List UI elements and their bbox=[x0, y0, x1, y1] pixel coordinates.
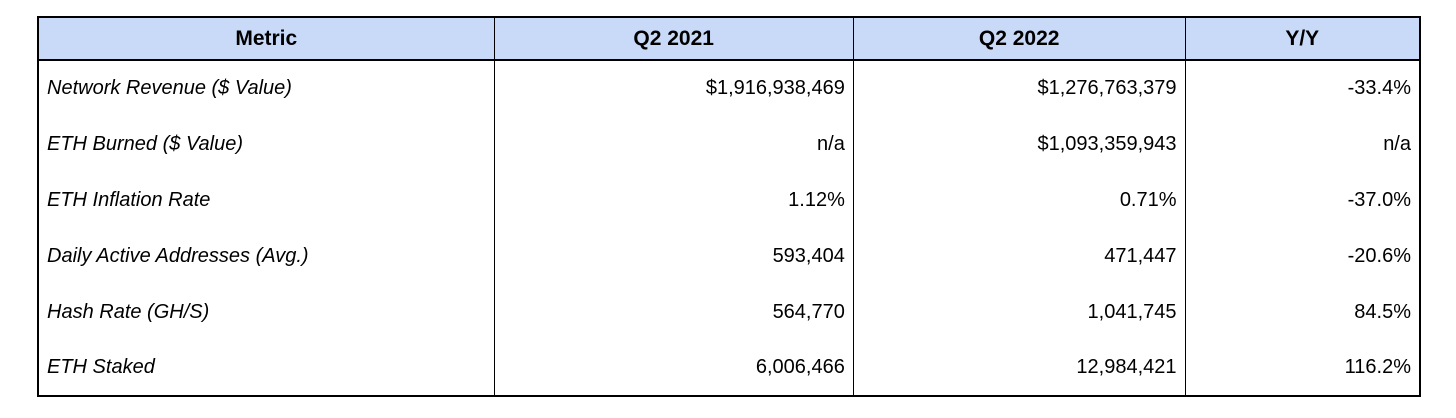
yy-value-cell: -20.6% bbox=[1347, 244, 1411, 267]
table-row: ETH Inflation Rate 1.12% 0.71% -37.0% bbox=[38, 172, 1420, 228]
metric-name-cell: Hash Rate (GH/S) bbox=[38, 284, 495, 340]
q2-2021-value-cell: n/a bbox=[494, 116, 854, 172]
metric-name-cell: Daily Active Addresses (Avg.) bbox=[38, 228, 495, 284]
column-header-yy: Y/Y bbox=[1185, 17, 1420, 61]
header-row: Metric Q2 2021 Q2 2022 Y/Y bbox=[38, 17, 1420, 61]
q2-2021-value-cell: $1,916,938,469 bbox=[494, 60, 854, 116]
q2-2022-value-cell: 12,984,421 bbox=[853, 340, 1186, 396]
metrics-table-container: Metric Q2 2021 Q2 2022 Y/Y Network Reven… bbox=[37, 16, 1421, 397]
column-header-q2-2022: Q2 2022 bbox=[853, 17, 1186, 61]
q2-2021-value-cell: 564,770 bbox=[494, 284, 854, 340]
metric-name-cell: ETH Burned ($ Value) bbox=[38, 116, 495, 172]
q2-2022-value-cell: 1,041,745 bbox=[853, 284, 1186, 340]
q2-2022-value-cell: $1,276,763,379 bbox=[853, 60, 1186, 116]
q2-2022-value-cell: $1,093,359,943 bbox=[853, 116, 1186, 172]
metric-name-cell: Network Revenue ($ Value) bbox=[38, 60, 495, 116]
table-row: ETH Burned ($ Value) n/a $1,093,359,943 n/a bbox=[38, 116, 1420, 172]
q2-2022-value-cell: 471,447 bbox=[853, 228, 1186, 284]
metric-name-cell: ETH Inflation Rate bbox=[38, 172, 495, 228]
table-row: ETH Staked 6,006,466 12,984,421 116.2% bbox=[38, 340, 1420, 396]
metrics-table: Metric Q2 2021 Q2 2022 Y/Y Network Reven… bbox=[37, 16, 1421, 397]
yy-value-cell: n/a bbox=[1383, 132, 1411, 155]
q2-2022-value-cell: 0.71% bbox=[853, 172, 1186, 228]
column-header-metric: Metric bbox=[38, 17, 495, 61]
column-header-q2-2021: Q2 2021 bbox=[494, 17, 854, 61]
metric-name-cell: ETH Staked bbox=[38, 340, 495, 396]
yy-value-cell: 84.5% bbox=[1354, 300, 1411, 323]
q2-2021-value-cell: 1.12% bbox=[494, 172, 854, 228]
yy-value-cell: 116.2% bbox=[1344, 356, 1411, 378]
table-row: Daily Active Addresses (Avg.) 593,404 471,… bbox=[38, 228, 1420, 284]
table-row: Network Revenue ($ Value) $1,916,938,469 $… bbox=[38, 60, 1420, 116]
q2-2021-value-cell: 593,404 bbox=[494, 228, 854, 284]
yy-value-cell: -37.0% bbox=[1347, 188, 1411, 211]
yy-value-cell: -33.4% bbox=[1347, 77, 1411, 99]
q2-2021-value-cell: 6,006,466 bbox=[494, 340, 854, 396]
table-row: Hash Rate (GH/S) 564,770 1,041,745 84.5% bbox=[38, 284, 1420, 340]
